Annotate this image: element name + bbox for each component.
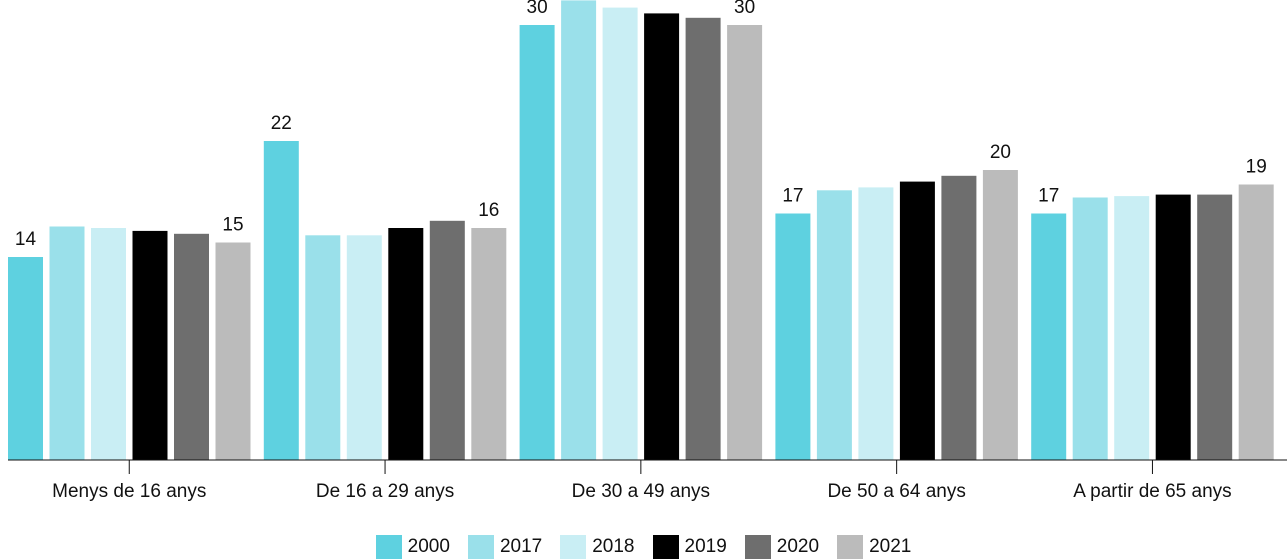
bar-2019-2	[388, 228, 424, 460]
legend-swatch	[375, 535, 402, 559]
data-label: 19	[1246, 157, 1267, 178]
data-label: 16	[478, 200, 499, 221]
data-label: 17	[1038, 186, 1059, 207]
bar-2018-3	[602, 7, 638, 460]
bar-2018-1	[91, 228, 126, 460]
legend: 2000 2017 2018 2019 2020 2021	[0, 535, 1287, 559]
legend-label: 2000	[407, 536, 450, 557]
legend-swatch	[652, 535, 679, 559]
legend-swatch	[467, 535, 494, 559]
bar-2021-2	[471, 228, 507, 460]
bar-2019-5	[1155, 194, 1191, 460]
x-tick-label: De 16 a 29 anys	[316, 481, 454, 502]
bar-2020-4	[941, 175, 977, 461]
bar-2018-2	[346, 235, 382, 461]
legend-item-2000: 2000	[375, 535, 450, 559]
bar-2017-3	[561, 0, 597, 461]
bar-2017-2	[305, 235, 341, 461]
x-tick-label: De 50 a 64 anys	[827, 481, 965, 502]
legend-item-2019: 2019	[652, 535, 727, 559]
bar-2000-1	[8, 257, 43, 460]
x-tick-label: Menys de 16 anys	[52, 481, 206, 502]
data-label: 14	[15, 229, 37, 250]
data-label: 30	[734, 0, 755, 18]
data-label: 15	[222, 215, 243, 236]
legend-label: 2021	[869, 536, 912, 557]
bar-2017-4	[816, 190, 852, 461]
bar-2000-4	[775, 213, 811, 460]
bar-2021-3	[727, 25, 763, 460]
data-label: 20	[990, 142, 1011, 163]
bar-chart: 14 15 22 16 30 30 17 20 17 19 Menys de 16 anys De 1…	[8, 0, 1287, 502]
legend-item-2017: 2017	[467, 535, 543, 559]
legend-item-2021: 2021	[837, 535, 911, 559]
legend-label: 2017	[499, 536, 543, 557]
legend-swatch	[837, 535, 864, 559]
bar-2020-3	[685, 17, 721, 461]
bar-2018-4	[858, 187, 894, 460]
x-tick-label: A partir de 65 anys	[1073, 481, 1231, 502]
bar-2019-1	[132, 230, 168, 460]
bar-2017-5	[1072, 197, 1108, 460]
bar-2017-1	[49, 226, 85, 460]
legend-label: 2018	[592, 536, 635, 557]
legend-label: 2019	[684, 536, 727, 557]
legend-label: 2020	[776, 536, 820, 557]
legend-swatch	[744, 535, 771, 559]
bar-2000-5	[1031, 213, 1067, 460]
bar-2021-1	[215, 242, 251, 460]
bar-2000-2	[263, 141, 299, 460]
legend-swatch	[560, 535, 587, 559]
data-label: 30	[527, 0, 548, 18]
bar-2019-3	[644, 13, 680, 461]
bar-2000-3	[519, 25, 555, 460]
bar-2018-5	[1114, 196, 1150, 460]
bar-2021-4	[982, 170, 1018, 460]
legend-item-2020: 2020	[744, 535, 820, 559]
bar-2020-1	[174, 233, 209, 460]
bar-2020-5	[1197, 194, 1233, 460]
bar-2019-4	[899, 181, 935, 460]
data-label: 17	[782, 186, 803, 207]
legend-item-2018: 2018	[560, 535, 635, 559]
bar-2021-5	[1238, 184, 1274, 460]
data-label: 22	[271, 113, 292, 134]
x-tick-label: De 30 a 49 anys	[572, 481, 710, 502]
bar-2020-2	[429, 220, 465, 461]
